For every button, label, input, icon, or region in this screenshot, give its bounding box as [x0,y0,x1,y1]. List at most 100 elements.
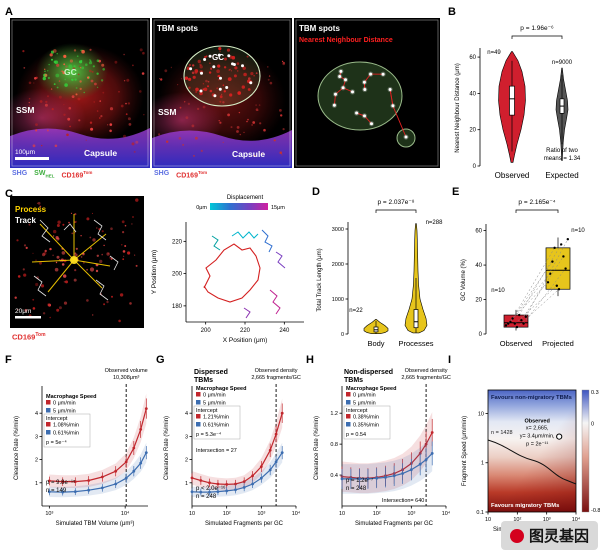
speck [106,252,110,256]
speck [182,144,184,146]
pair-dot [518,313,521,317]
speck [55,261,58,264]
speck [273,139,276,142]
chart-title: TBMs [194,377,213,384]
x-tick-label: 10³ [543,517,551,523]
volume-wireframe [11,19,149,167]
speck [95,269,99,273]
intercept-p: p = 0.54 [346,432,366,438]
panel-f-chart: 1 2 3 4 10³ 10⁴ Clearance Rate (%/min) Simulate… [14,368,148,527]
track-label: Track [15,216,36,225]
speck [32,252,34,254]
contour-line [487,439,577,485]
track-line [93,219,107,241]
intercept-box [343,405,391,440]
speck [194,69,199,73]
speck [192,64,195,67]
speck [80,67,82,69]
speck [212,55,214,57]
y-tick-label: 1.2 [330,411,338,417]
favours-top-label: Favours non-migratory TBMs [491,395,572,401]
p-value: p = 2.037e⁻⁸ [377,199,414,206]
speck [224,57,227,61]
speck [267,66,269,68]
data-point [216,482,220,486]
legend-item: 5 μm/min [203,401,226,407]
tbm-spot [217,53,221,57]
y-tick-label: 0 [341,332,344,338]
y-axis-label: GC Volume (%) [461,259,467,301]
pair-dot [507,322,510,325]
speck [74,213,77,216]
speck [87,76,90,79]
stat-n: n = 149 [46,488,67,494]
nnd-network [331,68,409,140]
data-point [47,490,51,494]
speck [75,220,78,223]
panel-d-chart: 0 1000 2000 3000 Total Track Length (μm) p = … [317,199,443,348]
speck [28,81,32,85]
pair-dot [557,288,561,291]
speck [205,79,208,83]
cell-body [70,256,78,264]
speck [101,253,103,256]
speck [74,253,78,257]
speck [142,51,145,55]
speck [51,58,53,61]
y-tick-label: 20 [475,298,482,304]
speck [100,79,104,82]
speck [75,87,78,89]
data-point [268,468,272,472]
intercept-item: 0.61%/min [203,423,229,429]
intercept-item: 0.35%/min [353,423,379,429]
speck [71,232,74,235]
pair-dot [560,243,563,246]
speck [61,263,65,266]
speck [196,107,200,111]
speck [98,117,101,119]
speck [63,63,66,66]
speck [50,88,53,90]
x-category: Expected [545,171,578,180]
speck [121,244,123,246]
track-line [33,275,47,297]
speck [122,258,125,261]
scalebar [15,316,41,319]
speck [65,280,68,284]
observed-point [556,433,563,440]
panel-i-heatmap: 10 10² 10³ 10⁴ 10 1 0.1 Fragment Speed (μm/min)… [462,389,600,533]
legend-swatch [196,414,201,419]
speck [55,73,60,78]
speck [60,70,62,72]
speck [56,224,60,227]
data-point [124,460,128,464]
speck [252,121,256,124]
observed-p: p = 2e⁻¹¹ [526,442,548,448]
legend-swatch [196,400,201,405]
pair-dot [546,281,550,284]
observed-annotation: 2,665 fragments/GC [251,375,301,381]
speck [79,60,83,64]
speck [255,104,257,106]
speck [57,220,61,224]
speck [93,101,95,103]
speck [109,123,113,126]
track-path [261,229,273,253]
speck [255,72,258,75]
data-point [190,490,194,494]
stat-p: p < 2.0e⁻¹⁶ [196,485,226,492]
data-point [366,477,370,481]
legend-swatch [196,422,201,427]
scalebar-label: 100μm [15,149,35,156]
speck [47,70,49,72]
fit-curve [49,452,147,493]
speck [242,66,246,70]
data-point [280,451,284,454]
observed-annotation: Observed volume [105,368,148,374]
speck [61,70,64,72]
speck [16,239,19,242]
speck [103,244,105,247]
speck [71,78,74,82]
data-point [144,407,148,410]
speck [107,252,109,255]
